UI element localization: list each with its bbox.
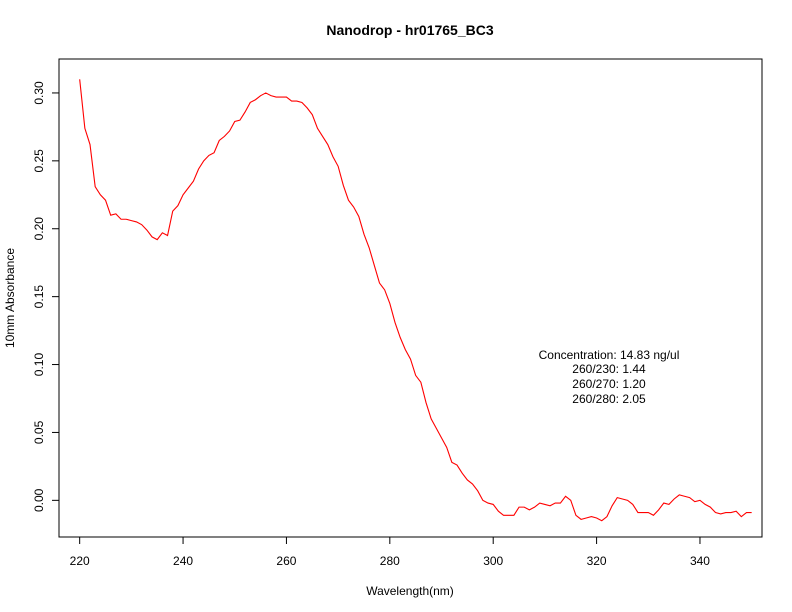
absorbance-series-line <box>79 79 752 522</box>
series-layer <box>79 79 752 522</box>
x-tick-label: 280 <box>380 554 400 568</box>
y-tick-label: 0.05 <box>32 420 46 444</box>
annotation-ratio-260-280: 260/280: 2.05 <box>572 392 646 406</box>
x-tick-label: 260 <box>276 554 296 568</box>
y-tick-label: 0.20 <box>32 217 46 241</box>
x-tick-label: 320 <box>587 554 607 568</box>
y-tick-label: 0.25 <box>32 149 46 173</box>
annotation-ratio-260-230: 260/230: 1.44 <box>572 362 646 376</box>
x-tick-label: 240 <box>173 554 193 568</box>
x-tick-label: 220 <box>70 554 90 568</box>
x-axis: 220 240 260 280 300 320 340 <box>70 537 710 568</box>
y-tick-label: 0.30 <box>32 81 46 105</box>
annotation-concentration: Concentration: 14.83 ng/ul <box>539 348 680 362</box>
x-axis-label: Wavelength(nm) <box>366 584 454 598</box>
y-tick-label: 0.00 <box>32 488 46 512</box>
annotation-block: Concentration: 14.83 ng/ul 260/230: 1.44… <box>539 348 680 406</box>
annotation-ratio-260-270: 260/270: 1.20 <box>572 377 646 391</box>
x-tick-label: 300 <box>483 554 503 568</box>
y-tick-label: 0.15 <box>32 285 46 309</box>
y-axis-label: 10mm Absorbance <box>3 248 17 348</box>
y-tick-label: 0.10 <box>32 353 46 377</box>
plot-frame <box>58 58 763 538</box>
y-axis: 0.00 0.05 0.10 0.15 0.20 0.25 0.30 <box>32 81 59 512</box>
chart-title: Nanodrop - hr01765_BC3 <box>326 22 493 38</box>
x-tick-label: 340 <box>690 554 710 568</box>
